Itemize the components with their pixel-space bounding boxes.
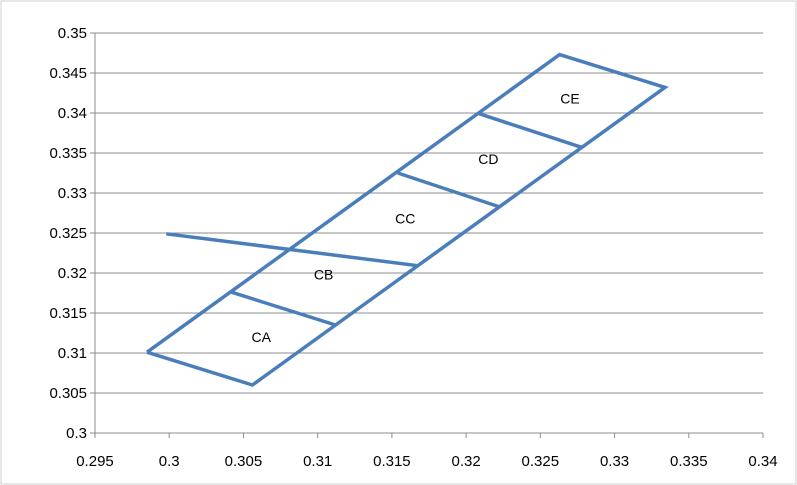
region-labels: CA CB CC CD CE bbox=[252, 90, 580, 344]
y-tick-label: 0.33 bbox=[58, 185, 87, 202]
y-tick-labels: 0.3 0.305 0.31 0.315 0.32 0.325 0.33 0.335 0.34 0… bbox=[49, 25, 87, 442]
y-tick-label: 0.34 bbox=[58, 105, 87, 122]
series-outline bbox=[145, 52, 669, 387]
region-label-ce: CE bbox=[560, 90, 579, 106]
y-tick-label: 0.315 bbox=[49, 305, 87, 322]
x-tick-label: 0.33 bbox=[600, 453, 629, 470]
series-divider-2 bbox=[166, 232, 419, 268]
x-tick-label: 0.315 bbox=[373, 453, 411, 470]
y-tick-label: 0.31 bbox=[58, 345, 87, 362]
region-label-cd: CD bbox=[478, 151, 498, 167]
x-tick-label: 0.3 bbox=[159, 453, 180, 470]
y-tick-label: 0.32 bbox=[58, 265, 87, 282]
series bbox=[145, 52, 669, 387]
series-divider-4 bbox=[478, 112, 583, 150]
x-tick-label: 0.31 bbox=[303, 453, 332, 470]
x-tick-labels: 0.295 0.3 0.305 0.31 0.315 0.32 0.325 0.33 0.335… bbox=[76, 453, 777, 470]
x-tick-label: 0.305 bbox=[225, 453, 263, 470]
series-divider-1 bbox=[231, 290, 337, 327]
x-tick-label: 0.295 bbox=[76, 453, 114, 470]
x-tick-label: 0.335 bbox=[670, 453, 708, 470]
y-tick-label: 0.3 bbox=[66, 425, 87, 442]
grid-lines bbox=[95, 32, 763, 394]
axes bbox=[90, 32, 764, 438]
y-tick-label: 0.35 bbox=[58, 25, 87, 42]
region-label-ca: CA bbox=[252, 329, 272, 345]
y-tick-label: 0.305 bbox=[49, 385, 87, 402]
region-label-cc: CC bbox=[395, 210, 415, 226]
x-tick-label: 0.325 bbox=[522, 453, 560, 470]
y-tick-label: 0.345 bbox=[49, 65, 87, 82]
x-tick-label: 0.34 bbox=[748, 453, 777, 470]
y-tick-label: 0.325 bbox=[49, 225, 87, 242]
series-divider-3 bbox=[397, 171, 500, 209]
x-tick-label: 0.32 bbox=[452, 453, 481, 470]
region-label-cb: CB bbox=[314, 266, 333, 282]
y-tick-label: 0.335 bbox=[49, 145, 87, 162]
